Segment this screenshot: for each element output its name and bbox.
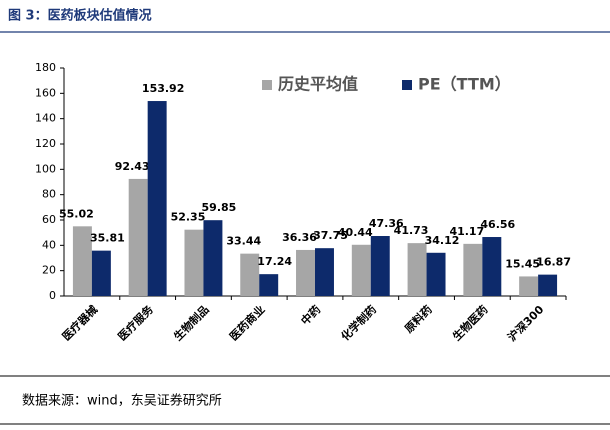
bar	[482, 237, 502, 296]
bar	[259, 274, 279, 296]
x-tick-label: 原料药	[402, 302, 435, 335]
y-tick-label: 60	[42, 213, 56, 226]
bar	[240, 253, 260, 296]
x-tick-label: 医药商业	[226, 302, 267, 343]
bar	[203, 220, 223, 296]
source-note: 数据来源：wind，东吴证券研究所	[22, 393, 222, 409]
bar	[296, 249, 315, 296]
bar	[351, 244, 371, 296]
x-tick-label: 医疗器械	[59, 302, 100, 343]
value-label: 36.36	[282, 231, 317, 244]
value-label: 41.73	[394, 224, 429, 237]
legend-label: PE（TTM）	[418, 75, 511, 94]
value-label: 153.92	[142, 82, 184, 95]
x-tick-label: 生物制品	[171, 302, 212, 343]
x-tick-label: 医疗服务	[115, 302, 157, 344]
legend-label: 历史平均值	[278, 75, 358, 94]
bar	[184, 229, 204, 296]
value-label: 15.45	[505, 257, 540, 270]
bar	[407, 243, 427, 296]
value-label: 35.81	[90, 232, 125, 245]
value-label: 34.12	[425, 234, 460, 247]
value-label: 55.02	[59, 207, 94, 220]
y-tick-label: 20	[42, 264, 56, 277]
value-label: 17.24	[257, 255, 292, 268]
y-tick-label: 0	[49, 289, 56, 302]
bar	[147, 101, 167, 296]
value-label: 37.75	[313, 229, 348, 242]
value-label: 92.43	[115, 160, 150, 173]
y-tick-label: 160	[35, 86, 56, 99]
x-tick-label: 沪深300	[505, 302, 547, 344]
value-label: 47.36	[369, 217, 404, 230]
value-label: 33.44	[226, 235, 261, 248]
legend-swatch	[402, 80, 412, 90]
bar	[426, 252, 446, 296]
bar	[519, 276, 539, 296]
bar	[315, 248, 334, 296]
bar	[91, 250, 111, 296]
y-tick-label: 40	[42, 238, 56, 251]
bar	[128, 178, 148, 296]
x-tick-label: 化学制药	[338, 302, 379, 343]
value-label: 59.85	[202, 201, 237, 214]
value-label: 16.87	[536, 256, 571, 269]
x-tick-label: 生物医药	[450, 302, 491, 343]
legend-swatch	[262, 80, 272, 90]
bar	[538, 274, 558, 296]
y-tick-label: 180	[35, 61, 56, 74]
value-label: 40.44	[338, 226, 373, 239]
y-tick-label: 100	[35, 162, 56, 175]
value-label: 41.17	[449, 225, 484, 238]
x-tick-label: 中药	[298, 302, 323, 327]
value-label: 52.35	[171, 211, 206, 224]
bar	[72, 226, 92, 296]
y-tick-label: 80	[42, 188, 56, 201]
bar	[370, 236, 390, 296]
page-title: 图 3：医药板块估值情况	[8, 8, 152, 24]
value-label: 46.56	[480, 218, 515, 231]
y-tick-label: 140	[35, 112, 56, 125]
y-tick-label: 120	[35, 137, 56, 150]
bar	[463, 243, 483, 296]
